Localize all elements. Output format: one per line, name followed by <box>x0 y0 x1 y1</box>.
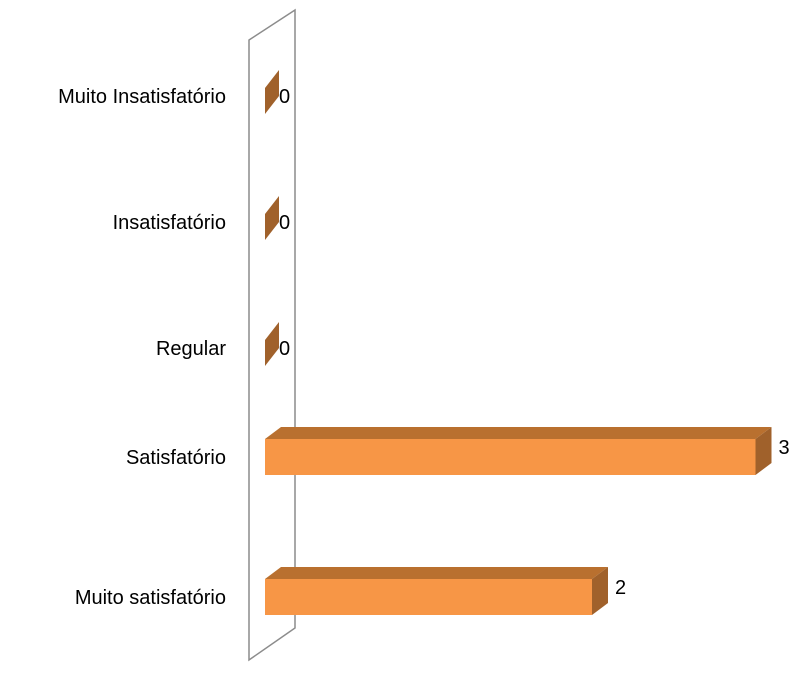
bar-3 <box>265 322 279 366</box>
data-label: 3 <box>779 437 790 459</box>
bar-2 <box>265 196 279 240</box>
bar-5 <box>265 567 608 615</box>
bar-zero-sliver <box>265 70 279 114</box>
data-label: 0 <box>279 212 290 234</box>
category-label: Muito Insatisfatório <box>58 86 226 108</box>
bar-4 <box>265 427 772 475</box>
data-labels: 0 0 0 3 2 <box>279 86 790 599</box>
bar-1 <box>265 70 279 114</box>
bar-top-face <box>265 427 772 439</box>
bar-zero-sliver <box>265 322 279 366</box>
bar-zero-sliver <box>265 196 279 240</box>
category-label: Insatisfatório <box>113 212 226 234</box>
bar-front-face <box>265 579 592 615</box>
axis-wall-outline <box>248 8 296 662</box>
bar-front-face <box>265 439 756 475</box>
category-label: Satisfatório <box>126 447 226 469</box>
bars <box>265 70 772 615</box>
data-label: 2 <box>615 577 626 599</box>
category-label: Muito satisfatório <box>75 587 226 609</box>
category-labels: Muito Insatisfatório Insatisfatório Regula… <box>58 86 226 609</box>
data-label: 0 <box>279 338 290 360</box>
data-label: 0 <box>279 86 290 108</box>
bar-side-face <box>592 567 608 615</box>
category-label: Regular <box>156 338 226 360</box>
bar-top-face <box>265 567 608 579</box>
axis-wall <box>248 8 296 662</box>
bar-side-face <box>755 427 772 475</box>
